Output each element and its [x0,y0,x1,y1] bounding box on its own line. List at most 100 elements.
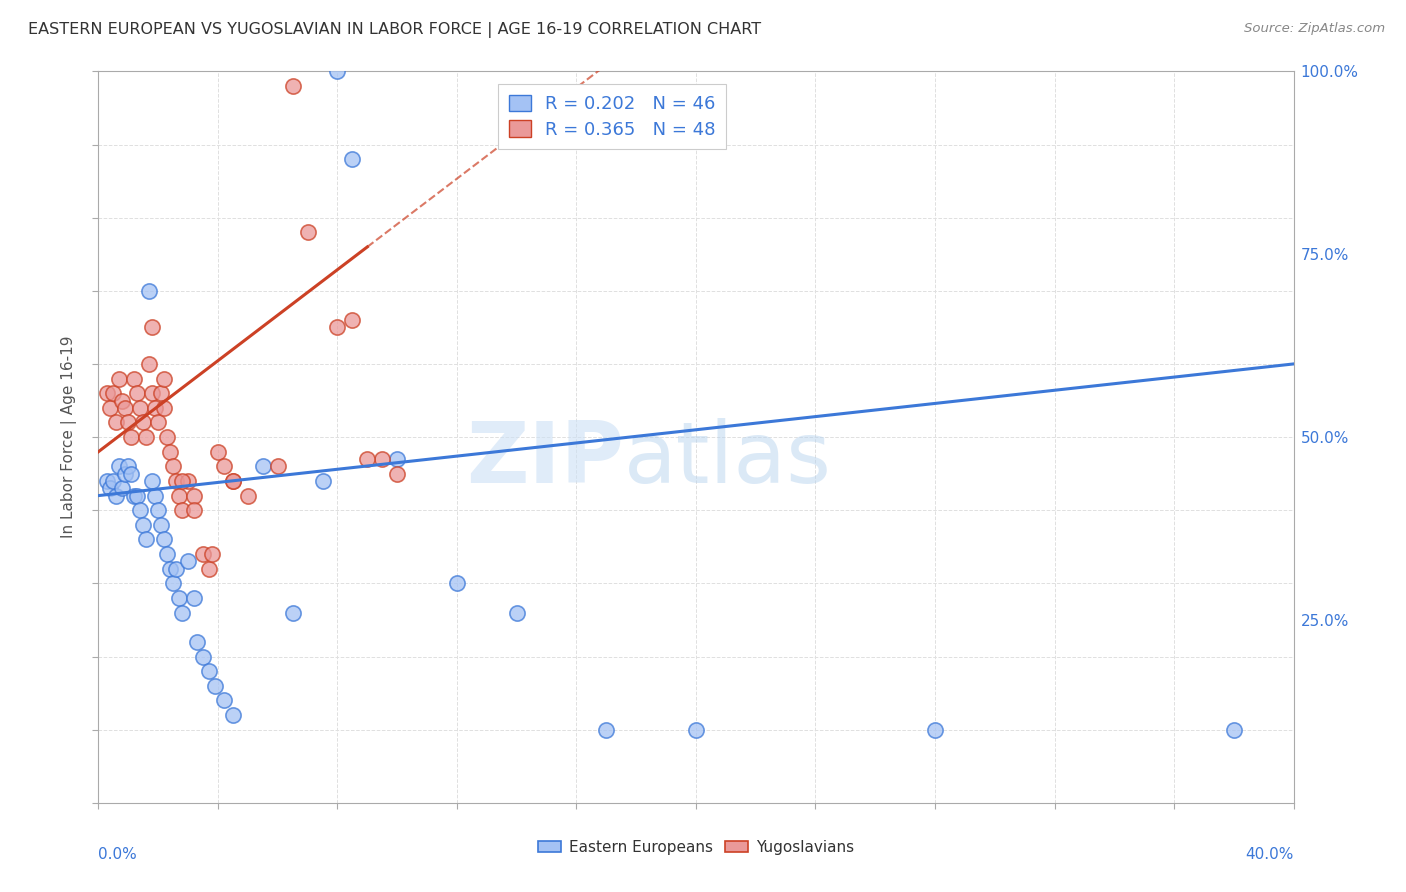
Point [326,320,349,334]
Point [98,481,122,495]
Point [177,474,200,488]
Point [132,416,155,430]
Point [924,723,946,737]
Point [183,503,205,517]
Point [595,723,617,737]
Point [222,474,245,488]
Point [506,606,529,620]
Point [252,459,274,474]
Point [172,503,194,517]
Point [156,430,179,444]
Point [371,452,394,467]
Point [198,664,221,678]
Point [165,562,187,576]
Point [143,489,166,503]
Point [114,467,136,481]
Point [129,401,152,415]
Point [96,386,118,401]
Point [148,503,170,517]
Text: 40.0%: 40.0% [1246,847,1294,862]
Point [135,430,157,444]
Point [153,533,176,547]
Y-axis label: In Labor Force | Age 16-19: In Labor Force | Age 16-19 [60,335,77,539]
Point [191,547,214,561]
Point [135,533,157,547]
Point [177,554,200,568]
Point [191,649,214,664]
Point [236,489,259,503]
Text: EASTERN EUROPEAN VS YUGOSLAVIAN IN LABOR FORCE | AGE 16-19 CORRELATION CHART: EASTERN EUROPEAN VS YUGOSLAVIAN IN LABOR… [28,22,761,38]
Text: ZIP: ZIP [467,417,624,500]
Point [141,386,163,401]
Point [127,386,149,401]
Point [153,401,176,415]
Legend: Eastern Europeans, Yugoslavians: Eastern Europeans, Yugoslavians [531,834,860,861]
Point [356,452,378,467]
Text: atlas: atlas [624,417,832,500]
Point [267,459,290,474]
Point [311,474,333,488]
Point [172,474,194,488]
Point [127,489,149,503]
Point [342,152,364,166]
Point [141,320,163,334]
Point [159,444,181,458]
Point [162,576,184,591]
Point [117,459,139,474]
Point [281,606,304,620]
Point [183,591,205,605]
Point [138,284,160,298]
Point [108,459,131,474]
Point [114,401,136,415]
Point [129,503,152,517]
Point [150,517,173,532]
Point [212,459,235,474]
Point [165,474,187,488]
Point [159,562,181,576]
Point [98,401,122,415]
Point [150,386,173,401]
Point [124,489,146,503]
Point [108,371,131,385]
Point [222,474,245,488]
Point [446,576,468,591]
Point [198,562,221,576]
Point [183,489,205,503]
Point [685,723,707,737]
Point [120,467,142,481]
Point [111,393,134,408]
Point [207,444,229,458]
Point [342,313,364,327]
Point [172,606,194,620]
Point [222,708,245,723]
Point [111,481,134,495]
Point [103,474,125,488]
Point [103,386,125,401]
Point [204,679,226,693]
Point [281,78,304,93]
Point [156,547,179,561]
Point [167,489,190,503]
Point [143,401,166,415]
Point [141,474,163,488]
Point [105,416,128,430]
Point [297,225,319,239]
Point [212,693,235,707]
Point [124,371,146,385]
Point [96,474,118,488]
Point [201,547,224,561]
Text: 0.0%: 0.0% [98,847,138,862]
Text: Source: ZipAtlas.com: Source: ZipAtlas.com [1244,22,1385,36]
Point [120,430,142,444]
Point [148,416,170,430]
Point [153,371,176,385]
Point [117,416,139,430]
Point [132,517,155,532]
Point [1223,723,1246,737]
Point [138,357,160,371]
Point [186,635,208,649]
Point [326,64,349,78]
Point [385,452,409,467]
Point [105,489,128,503]
Point [162,459,184,474]
